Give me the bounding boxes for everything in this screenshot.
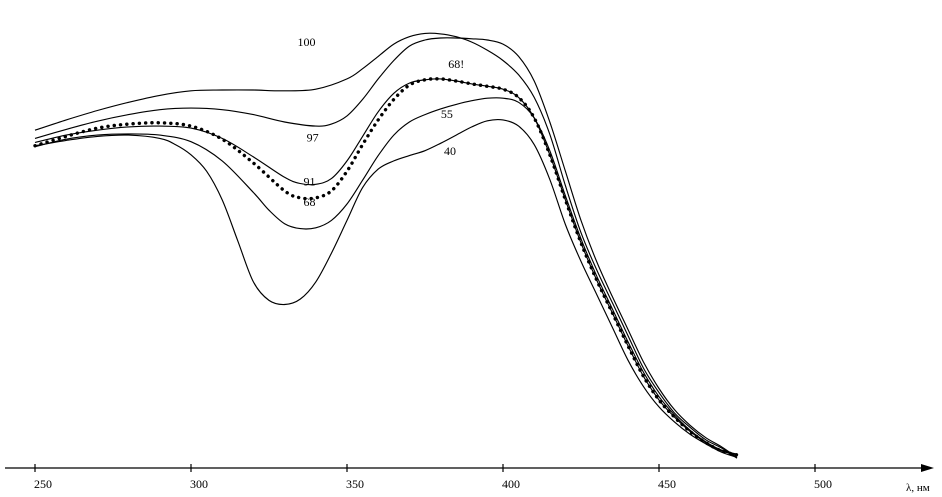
curve-label: 91 [304,175,316,189]
series-line-100 [34,32,738,459]
curve-label: 68! [448,57,464,71]
x-tick-label: 450 [658,477,676,491]
x-axis-ticks: 250 300 350 400 450 500 [34,464,832,491]
curve-label: 68 [304,195,316,209]
x-axis-arrowhead [921,464,934,472]
series-line-97 [34,37,738,458]
curve-label: 97 [307,131,319,145]
curve-labels: 100 97 91 68 68! 55 40 [297,35,464,209]
x-tick-label: 350 [346,477,364,491]
x-tick-label: 250 [34,477,52,491]
x-axis: λ, нм [5,464,934,494]
x-tick-label: 300 [190,477,208,491]
curve-label: 55 [441,107,453,121]
spectra-series [33,32,739,459]
x-tick-label: 500 [814,477,832,491]
curve-label: 40 [444,144,456,158]
x-axis-unit-label: λ, нм [906,482,930,494]
series-line-55 [34,97,738,455]
series-line-68 [33,77,739,457]
curve-label: 100 [297,35,315,49]
series-line-40 [34,118,738,458]
x-tick-label: 400 [502,477,520,491]
